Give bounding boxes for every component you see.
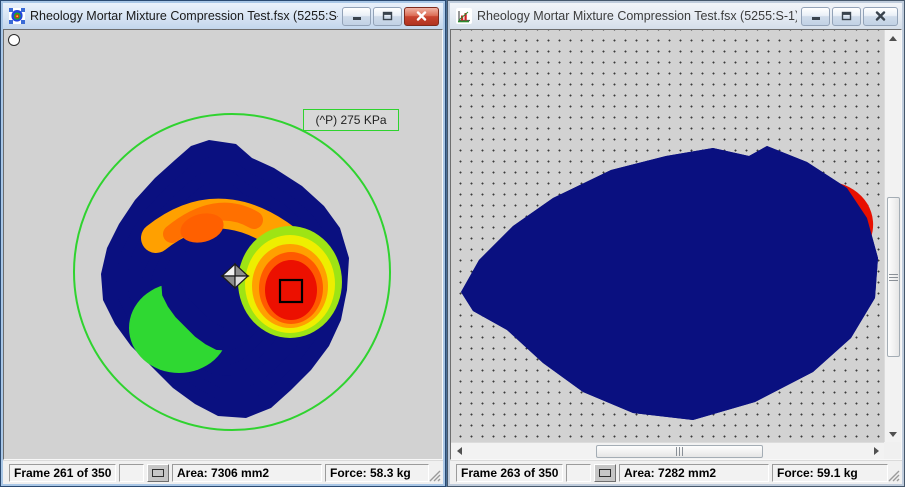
close-icon [875, 11, 886, 21]
region-tool-button[interactable] [147, 463, 169, 482]
rectangle-tool-icon [599, 468, 611, 477]
close-button[interactable] [404, 6, 439, 26]
origin-marker-circle [8, 34, 20, 46]
cursor-diamond-marker[interactable] [220, 262, 250, 290]
status-force-readout: Force: 59.1 kg [772, 463, 888, 482]
surface-mesh-client-area[interactable] [450, 29, 902, 460]
arrow-down-icon [889, 431, 897, 437]
status-frame-counter: Frame 261 of 350 [9, 463, 116, 482]
sensor-boundary-circle [73, 113, 391, 431]
horizontal-scrollbar[interactable] [451, 442, 884, 459]
pressure-map-canvas[interactable] [4, 30, 442, 459]
statusbar: Frame 261 of 350 Area: 7306 mm2 Force: 5… [3, 460, 443, 484]
status-panel-empty [119, 463, 144, 482]
resize-grip[interactable] [429, 470, 441, 482]
minimize-icon [352, 16, 361, 20]
vertical-scrollbar[interactable] [884, 30, 901, 442]
resize-grip[interactable] [888, 470, 900, 482]
horizontal-scrollbar-thumb[interactable] [596, 445, 763, 458]
titlebar[interactable]: Rheology Mortar Mixture Compression Test… [3, 3, 443, 29]
pressure-map-app-icon [9, 8, 25, 24]
scrollbar-corner [884, 442, 901, 459]
arrow-left-icon [456, 447, 462, 455]
arrow-right-icon [873, 447, 879, 455]
thumb-grip-icon [676, 447, 683, 456]
minimize-button[interactable] [801, 6, 830, 26]
vertical-scrollbar-thumb[interactable] [887, 197, 900, 357]
selection-square[interactable] [278, 278, 304, 304]
surface-mesh-window: Rheology Mortar Mixture Compression Test… [447, 0, 905, 487]
scroll-up-button[interactable] [885, 30, 901, 46]
pressure-readout-tooltip: (^P) 275 KPa [303, 109, 399, 131]
restore-button[interactable] [832, 6, 861, 26]
thumb-grip-icon [889, 273, 898, 281]
mesh-wireframe-overlay [461, 146, 878, 420]
status-frame-counter: Frame 263 of 350 [456, 463, 563, 482]
minimize-icon [811, 16, 820, 20]
region-tool-button[interactable] [594, 463, 616, 482]
rectangle-tool-icon [152, 468, 164, 477]
restore-icon [382, 11, 393, 21]
window-title: Rheology Mortar Mixture Compression Test… [477, 9, 797, 23]
titlebar[interactable]: Rheology Mortar Mixture Compression Test… [450, 3, 902, 29]
scroll-down-button[interactable] [885, 426, 901, 442]
minimize-button[interactable] [342, 6, 371, 26]
status-force-readout: Force: 58.3 kg [325, 463, 429, 482]
close-button[interactable] [863, 6, 898, 26]
pressure-map-client-area[interactable]: (^P) 275 KPa [3, 29, 443, 460]
status-area-readout: Area: 7282 mm2 [619, 463, 769, 482]
surface-plot-app-icon [456, 8, 472, 24]
scroll-left-button[interactable] [451, 443, 467, 459]
pressure-map-window: Rheology Mortar Mixture Compression Test… [0, 0, 446, 487]
status-area-readout: Area: 7306 mm2 [172, 463, 322, 482]
restore-button[interactable] [373, 6, 402, 26]
window-title: Rheology Mortar Mixture Compression Test… [30, 9, 338, 23]
surface-mesh-canvas[interactable] [451, 30, 886, 444]
statusbar: Frame 263 of 350 Area: 7282 mm2 Force: 5… [450, 460, 902, 484]
close-icon [416, 11, 427, 21]
mesh-grid-dots-background[interactable] [451, 30, 886, 444]
restore-icon [841, 11, 852, 21]
arrow-up-icon [889, 35, 897, 41]
status-panel-empty [566, 463, 591, 482]
scroll-right-button[interactable] [868, 443, 884, 459]
